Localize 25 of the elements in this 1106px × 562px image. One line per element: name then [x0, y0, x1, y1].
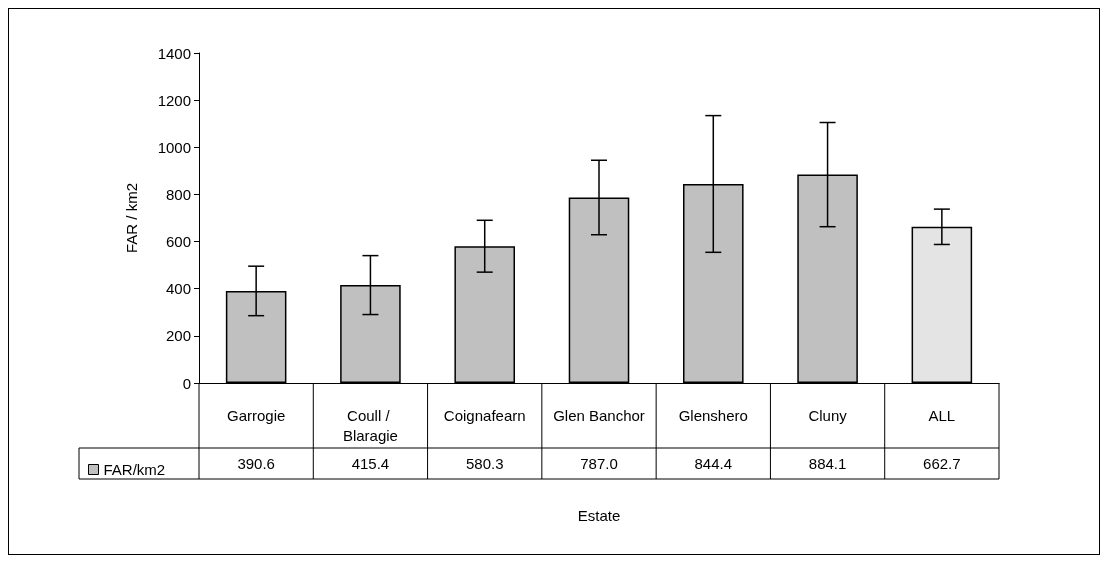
y-tick-label: 1000 — [157, 138, 191, 156]
data-label: 580.3 — [465, 455, 504, 472]
data-label: 884.1 — [808, 455, 847, 472]
x-tick-label: ALL — [928, 406, 956, 424]
data-label: 787.0 — [580, 455, 618, 472]
y-tick-label: 400 — [165, 280, 191, 298]
data-label: 844.4 — [694, 455, 733, 472]
y-tick-label: 800 — [165, 185, 191, 203]
x-tick-label: Coull / Blaragie — [342, 406, 398, 444]
x-tick-label: Coignafearn — [443, 406, 526, 424]
x-axis-title: Estate — [577, 507, 621, 524]
x-tick-label: Glen Banchor — [553, 406, 645, 424]
x-tick-label: Glenshero — [678, 406, 748, 424]
legend-label: FAR/km2 — [103, 461, 166, 478]
data-label: 390.6 — [237, 455, 275, 472]
y-tick-label: 600 — [165, 233, 191, 251]
x-tick-label: Garrogie — [226, 406, 286, 424]
y-tick-label: 1200 — [157, 91, 191, 109]
y-tick-label: 1400 — [157, 44, 191, 62]
data-label: 662.7 — [923, 455, 961, 472]
x-tick-label: Cluny — [808, 406, 848, 424]
y-tick-label: 200 — [165, 327, 191, 345]
y-axis-title: FAR / km2 — [123, 182, 140, 254]
data-label: 415.4 — [351, 455, 390, 472]
y-tick-label: 0 — [182, 374, 191, 392]
